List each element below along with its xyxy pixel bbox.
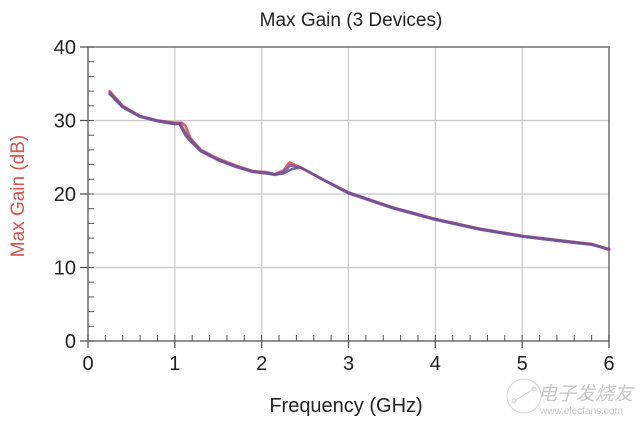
x-tick-label: 4	[430, 353, 441, 375]
x-tick-label: 2	[256, 353, 267, 375]
x-axis-label: Frequency (GHz)	[269, 395, 422, 417]
x-tick-label: 1	[169, 353, 180, 375]
y-tick-label: 20	[54, 184, 76, 206]
watermark-logo-icon	[506, 378, 542, 414]
y-tick-label: 0	[65, 331, 76, 353]
x-tick-label: 6	[603, 353, 614, 375]
y-tick-labels: 0 10 20 30 40	[54, 37, 76, 353]
x-tick-label: 3	[343, 353, 354, 375]
chart-title: Max Gain (3 Devices)	[260, 10, 443, 31]
x-tick-label: 0	[82, 353, 93, 375]
y-tick-label: 30	[54, 111, 76, 133]
series-line	[108, 89, 611, 252]
watermark: 电子发烧友 www.elecfans.com	[506, 378, 635, 417]
axis-ticks	[80, 46, 610, 348]
series-line	[108, 91, 611, 251]
y-tick-label: 10	[54, 258, 76, 280]
x-tick-label: 5	[517, 353, 528, 375]
series-line	[108, 92, 611, 251]
x-tick-labels: 0 1 2 3 4 5 6	[82, 353, 614, 375]
y-axis-label: Max Gain (dB)	[8, 135, 29, 257]
watermark-chinese: 电子发烧友	[538, 383, 635, 405]
y-tick-label: 40	[54, 37, 76, 59]
data-series	[108, 89, 611, 252]
watermark-url: www.elecfans.com	[539, 406, 623, 417]
